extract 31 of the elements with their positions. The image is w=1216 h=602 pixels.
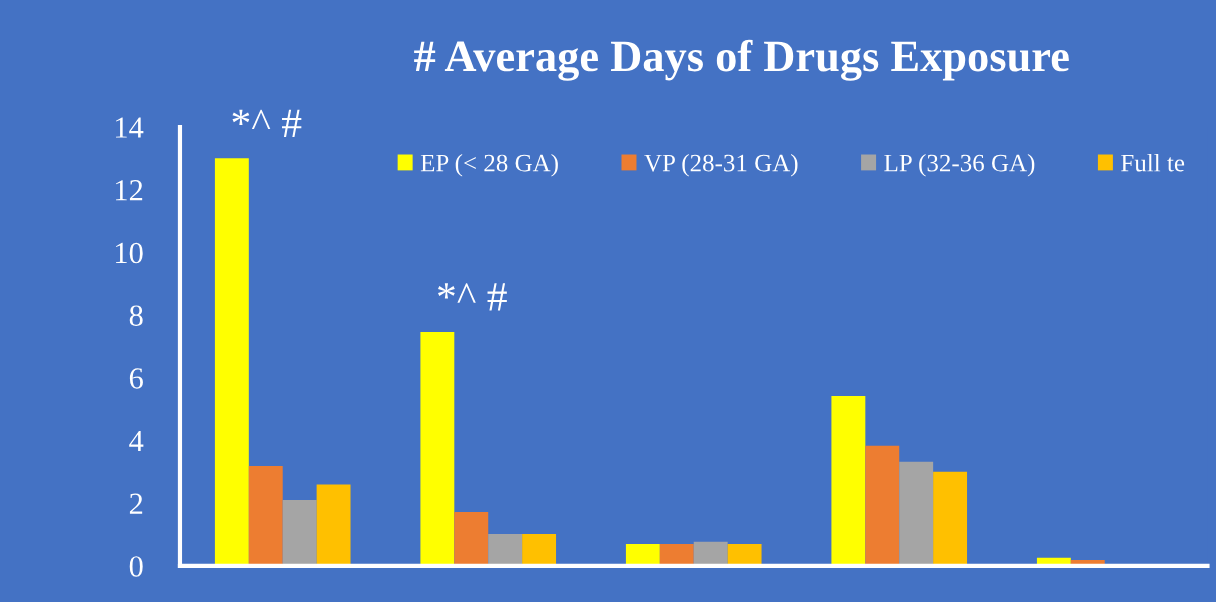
y-tick-label: 14 bbox=[115, 117, 144, 138]
y-tick-label: 8 bbox=[129, 305, 143, 327]
bar bbox=[693, 541, 728, 566]
bar bbox=[454, 511, 489, 566]
legend-label: VP (28-31 GA) bbox=[644, 153, 798, 177]
bar bbox=[865, 445, 900, 566]
bar bbox=[933, 471, 968, 566]
bar bbox=[420, 332, 455, 566]
bar bbox=[727, 543, 762, 566]
bar bbox=[488, 533, 523, 566]
y-tick-label: 12 bbox=[115, 180, 143, 201]
y-tick-label: 2 bbox=[129, 493, 143, 514]
legend-label: Full te bbox=[1121, 153, 1185, 172]
y-tick-label: 4 bbox=[129, 430, 144, 452]
legend-label: EP (< 28 GA) bbox=[420, 153, 558, 177]
bar bbox=[899, 461, 934, 566]
chart-title: # Average Days of Drugs Exposure bbox=[414, 39, 1069, 81]
annotation: *^ # bbox=[232, 109, 302, 137]
bar bbox=[831, 395, 866, 566]
bar bbox=[625, 543, 660, 566]
annotation: *^ # bbox=[438, 283, 507, 311]
bar bbox=[522, 533, 557, 566]
bar bbox=[282, 500, 317, 566]
bar bbox=[214, 158, 249, 566]
y-tick-label: 0 bbox=[129, 556, 143, 577]
legend-label: LP (32-36 GA) bbox=[884, 153, 1035, 177]
bar bbox=[248, 465, 283, 566]
y-tick-label: 10 bbox=[115, 242, 143, 264]
y-tick-label: 6 bbox=[129, 368, 143, 389]
bar bbox=[659, 543, 694, 566]
bar bbox=[316, 484, 351, 566]
